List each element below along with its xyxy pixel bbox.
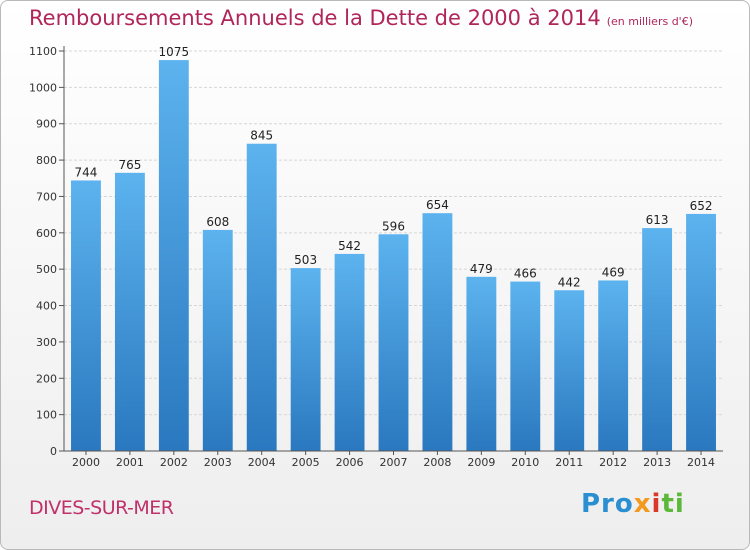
- y-tick-label: 1000: [29, 81, 57, 94]
- bar: [158, 60, 189, 451]
- x-tick-label: 2011: [555, 456, 583, 469]
- bar: [290, 268, 321, 451]
- bars: 744 765 1075 608 845 503 542 596 654 479 466 442 469…: [71, 45, 716, 452]
- bar: [598, 280, 629, 451]
- x-tick-label: 2010: [511, 456, 539, 469]
- x-tick-label: 2012: [599, 456, 627, 469]
- data-label: 469: [602, 265, 625, 279]
- logo-part-3: i: [651, 489, 662, 519]
- bar: [378, 234, 409, 451]
- data-label: 479: [470, 262, 493, 276]
- data-label: 765: [118, 158, 141, 172]
- y-tick-label: 100: [36, 409, 57, 422]
- data-label: 608: [206, 215, 229, 229]
- y-tick-label: 0: [50, 445, 57, 458]
- y-tick-label: 400: [36, 300, 57, 313]
- x-tick-label: 2007: [380, 456, 408, 469]
- bar: [686, 213, 716, 451]
- x-tick-label: 2008: [423, 456, 451, 469]
- x-tick-label: 2013: [643, 456, 671, 469]
- data-label: 744: [75, 165, 98, 179]
- proxiti-logo[interactable]: Proxiti: [581, 489, 685, 519]
- data-label: 1075: [159, 45, 190, 59]
- x-tick-label: 2004: [248, 456, 276, 469]
- x-tick-label: 2006: [336, 456, 364, 469]
- logo-part-2: x: [633, 489, 652, 519]
- data-label: 596: [382, 219, 405, 233]
- commune-name: DIVES-SUR-MER: [29, 497, 174, 519]
- bar: [71, 180, 101, 452]
- data-label: 613: [646, 213, 669, 227]
- y-tick-label: 500: [36, 263, 57, 276]
- y-tick-label: 900: [36, 118, 57, 131]
- x-tick-label: 2000: [72, 456, 100, 469]
- axes: 0 100 200 300 400 500 600 700 800 900 1000 1100 2000…: [29, 45, 723, 469]
- chart-title-text: Remboursements Annuels de la Dette de 20…: [29, 6, 601, 30]
- bar: [422, 213, 453, 451]
- y-tick-label: 800: [36, 154, 57, 167]
- y-tick-label: 200: [36, 372, 57, 385]
- x-tick-label: 2009: [467, 456, 495, 469]
- y-tick-label: 300: [36, 336, 57, 349]
- bar: [202, 229, 233, 451]
- data-label: 542: [338, 239, 361, 253]
- y-tick-label: 700: [36, 190, 57, 203]
- data-label: 654: [426, 198, 449, 212]
- bar: [246, 143, 277, 451]
- bar: [510, 281, 541, 451]
- bar: [466, 276, 497, 451]
- data-label: 442: [558, 275, 581, 289]
- x-tick-label: 2005: [292, 456, 320, 469]
- x-tick-label: 2002: [160, 456, 188, 469]
- bar: [114, 172, 145, 451]
- x-tick-label: 2014: [687, 456, 715, 469]
- logo-part-4: ti: [661, 489, 685, 519]
- data-label: 652: [690, 199, 713, 213]
- bar: [334, 253, 365, 451]
- data-label: 503: [294, 253, 317, 267]
- chart-subtitle: (en milliers d'€): [606, 15, 693, 28]
- y-tick-label: 1100: [29, 45, 57, 58]
- x-tick-label: 2003: [204, 456, 232, 469]
- logo-part-1: Pro: [581, 489, 634, 519]
- bar: [554, 290, 585, 451]
- data-label: 845: [250, 129, 273, 143]
- chart-title: Remboursements Annuels de la Dette de 20…: [29, 6, 693, 30]
- x-tick-label: 2001: [116, 456, 144, 469]
- data-label: 466: [514, 267, 537, 281]
- y-tick-label: 600: [36, 227, 57, 240]
- bar: [642, 228, 673, 451]
